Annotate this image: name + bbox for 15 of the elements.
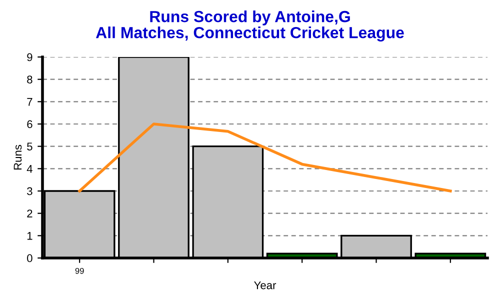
y-tick-label: 5 bbox=[27, 142, 32, 150]
y-tick-label: 9 bbox=[27, 53, 32, 62]
y-tick-label: 2 bbox=[27, 210, 32, 218]
y-tick-label: 6 bbox=[27, 120, 32, 128]
x-axis-title: Year bbox=[254, 281, 276, 290]
y-tick-label: 3 bbox=[27, 187, 32, 196]
y-tick-label: 7 bbox=[27, 98, 32, 106]
y-axis-title: Runs bbox=[14, 144, 22, 170]
y-tick-label: 0 bbox=[27, 254, 32, 262]
y-tick-label: 8 bbox=[27, 76, 32, 84]
chart-title: Runs Scored by Antoine,G All Matches, Connecticut Cricket League bbox=[96, 10, 404, 42]
x-tick-label: 99 bbox=[75, 268, 84, 274]
y-tick-label: 1 bbox=[27, 232, 32, 240]
line-series bbox=[78, 122, 452, 192]
y-tick-label: 4 bbox=[26, 165, 32, 173]
